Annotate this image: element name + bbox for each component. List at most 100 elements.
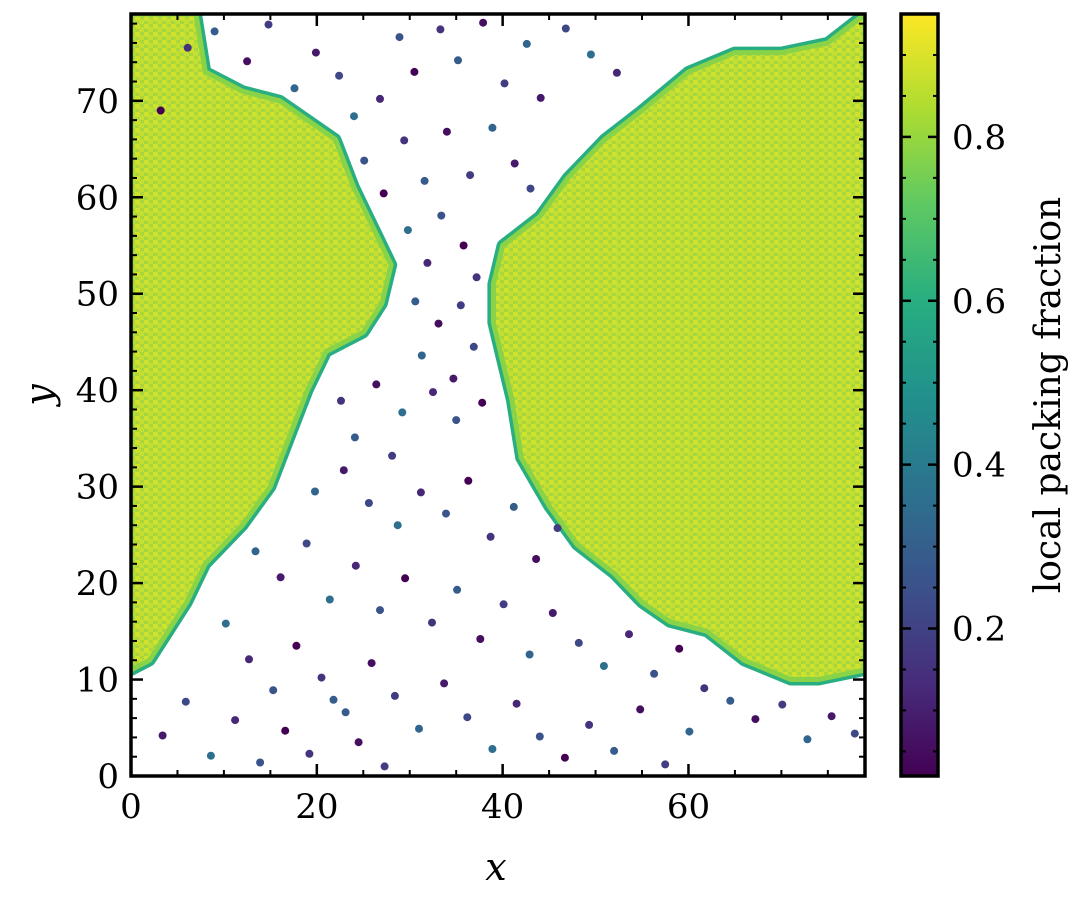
dilute-particle [612,68,621,77]
dilute-particle [522,39,531,48]
dilute-particle [476,635,485,643]
dilute-particle [479,18,488,27]
dilute-particle [586,50,595,59]
dilute-particle [454,56,462,65]
y-tick-label: 20 [76,564,119,604]
dilute-particle [423,258,432,267]
dilute-particle [437,211,446,220]
dilute-particle [380,762,389,771]
dilute-particle [183,43,192,52]
dilute-particle [442,509,450,518]
y-tick-label: 60 [76,178,119,218]
dilute-particle [434,319,443,328]
dilute-particle [700,684,709,693]
dilute-particle [367,659,376,668]
dilute-particle [827,712,836,721]
dilute-particle [393,521,402,530]
dilute-particle [440,679,449,688]
dilute-particle [453,585,462,594]
dilute-particle [561,24,570,33]
dilute-particle [372,380,381,389]
dilute-particle [436,25,445,34]
dilute-particle [329,695,338,704]
dilute-particle [364,499,373,507]
dilute-particle [803,735,812,744]
x-tick-label: 40 [481,787,524,827]
x-axis: 0 20 40 60 [120,14,829,827]
dilute-particle [290,84,299,93]
dilute-particle [751,715,760,724]
dilute-particle [398,408,407,417]
x-tick-label: 20 [295,787,338,827]
dilute-particle [251,547,260,556]
dilute-particle [650,669,659,678]
dilute-particle [610,746,619,755]
dilute-particle [410,67,419,76]
dilute-particle [452,416,461,425]
dilute-particle [459,241,468,250]
dense-clusters [131,14,865,686]
colorbar-tick-label: 0.6 [952,282,1006,322]
dilute-particle [420,176,429,185]
dilute-particle [464,476,473,485]
dilute-particle [388,451,397,460]
y-tick-label: 40 [76,371,119,411]
dilute-particle [411,297,420,306]
dilute-particle [510,159,519,168]
dilute-particle [488,745,497,753]
colorbar-ticks: 0.2 0.4 0.6 0.8 [901,53,1006,753]
dilute-particles [156,18,859,771]
dilute-particle [416,488,425,497]
dilute-particle [486,532,495,541]
dilute-particle [337,396,345,405]
dilute-particle [231,716,240,725]
dilute-particle [181,697,190,706]
dilute-particle [256,758,265,767]
colorbar-tick-label: 0.4 [952,446,1006,486]
x-tick-label: 0 [120,787,142,827]
colorbar-frame [899,12,940,778]
y-tick-label: 10 [76,661,119,701]
x-axis-label: x [485,845,506,889]
dilute-particle [245,655,253,664]
dilute-particle [351,561,360,570]
dilute-particle [376,606,384,615]
dilute-particle [599,662,608,670]
colorbar-tick-label: 0.8 [952,118,1006,158]
dilute-particle [512,699,521,708]
dilute-particle [778,700,787,709]
colorbar-gradient [901,14,938,776]
dilute-particle [311,487,319,496]
colorbar-label: local packing fraction [1028,197,1069,593]
y-tick-label: 30 [76,468,119,508]
dilute-particle [526,184,535,193]
colorbar-tick-label: 0.2 [952,610,1006,650]
dilute-particle [403,226,412,235]
dilute-particle [354,738,363,747]
dilute-particle [560,753,569,762]
dilute-particle [350,112,358,121]
dilute-particle [156,106,165,115]
dilute-particle [243,57,252,66]
dilute-particle [325,595,334,604]
dilute-particle [429,388,437,397]
dilute-particle [415,724,423,733]
colorbar: 0.2 0.4 0.6 0.8 local packing fraction [899,12,1069,778]
dilute-particle [264,20,273,29]
dilute-particle [305,749,314,758]
dilute-particle [675,644,684,653]
dilute-particle [210,27,219,36]
dilute-particle [158,731,167,740]
dilute-particle [360,156,369,165]
dilute-particle [401,574,410,583]
dilute-particle [339,466,348,475]
dilute-particle [548,609,557,617]
dilute-particle [532,555,541,563]
dilute-particle [472,273,481,282]
dilute-particle [726,696,735,705]
dilute-particle [221,619,230,628]
plot-frame [129,12,867,778]
y-tick-label: 50 [76,275,119,315]
dilute-particle [302,539,311,548]
